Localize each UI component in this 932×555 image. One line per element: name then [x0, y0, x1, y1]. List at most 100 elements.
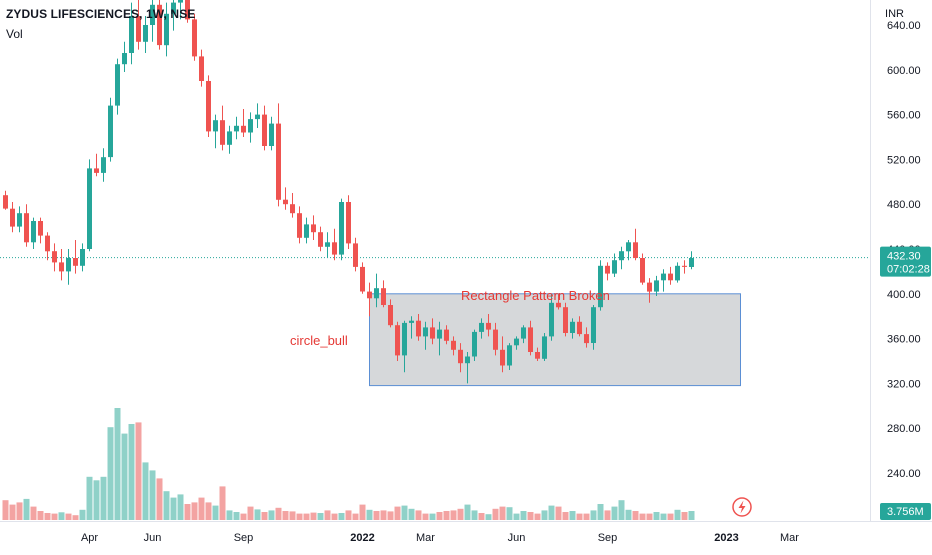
candle-body[interactable] — [647, 282, 652, 292]
candle-body[interactable] — [556, 302, 561, 308]
volume-value-badge[interactable] — [880, 503, 931, 520]
candle-body[interactable] — [633, 242, 638, 258]
candle-body[interactable] — [87, 168, 92, 249]
candle-body[interactable] — [255, 114, 260, 120]
candle-body[interactable] — [283, 199, 288, 205]
candle-body[interactable] — [500, 349, 505, 366]
rectangle-pattern-box[interactable] — [369, 293, 741, 387]
candle-body[interactable] — [80, 249, 85, 266]
candle-body[interactable] — [605, 265, 610, 274]
symbol-title[interactable]: ZYDUS LIFESCIENCES, 1W, NSE — [6, 7, 196, 21]
candle-body[interactable] — [409, 320, 414, 323]
candle-body[interactable] — [227, 131, 232, 145]
candle-body[interactable] — [472, 331, 477, 357]
candle-body[interactable] — [143, 25, 148, 42]
candle-body[interactable] — [10, 208, 15, 227]
candle-body[interactable] — [66, 258, 71, 272]
candle-body[interactable] — [465, 356, 470, 364]
candle-body[interactable] — [619, 251, 624, 261]
candle-body[interactable] — [199, 56, 204, 81]
candle-body[interactable] — [290, 204, 295, 214]
candle-body[interactable] — [549, 302, 554, 337]
candle-body[interactable] — [612, 260, 617, 274]
candle-body[interactable] — [367, 291, 372, 299]
candle-body[interactable] — [31, 221, 36, 243]
candle-body[interactable] — [24, 213, 29, 243]
candle-body[interactable] — [598, 265, 603, 308]
candle-body[interactable] — [3, 195, 8, 209]
candle-body[interactable] — [521, 327, 526, 339]
candle-body[interactable] — [584, 334, 589, 344]
candle-body[interactable] — [675, 265, 680, 281]
candle-body[interactable] — [353, 243, 358, 267]
candle-body[interactable] — [486, 322, 491, 330]
candle-body[interactable] — [640, 258, 645, 283]
candle-body[interactable] — [570, 321, 575, 333]
candle-body[interactable] — [458, 349, 463, 364]
candle-body[interactable] — [388, 305, 393, 326]
candle-body[interactable] — [213, 120, 218, 132]
candle-body[interactable] — [374, 288, 379, 299]
candle-body[interactable] — [17, 213, 22, 227]
candle-body[interactable] — [507, 345, 512, 366]
candle-body[interactable] — [682, 265, 687, 267]
volume-indicator-label[interactable]: Vol — [6, 27, 23, 41]
candle-body[interactable] — [381, 288, 386, 305]
candle-body[interactable] — [38, 221, 43, 236]
candle-body[interactable] — [108, 105, 113, 158]
candle-body[interactable] — [157, 4, 162, 46]
candle-body[interactable] — [626, 242, 631, 252]
candle-body[interactable] — [59, 262, 64, 272]
candle-body[interactable] — [430, 327, 435, 339]
candle-body[interactable] — [73, 258, 78, 266]
candle-body[interactable] — [535, 352, 540, 359]
candle-body[interactable] — [52, 251, 57, 263]
candle-body[interactable] — [164, 13, 169, 46]
candle-body[interactable] — [402, 322, 407, 356]
candle-body[interactable] — [479, 322, 484, 332]
candle-body[interactable] — [150, 4, 155, 26]
candle-body[interactable] — [171, 2, 176, 14]
candle-body[interactable] — [45, 235, 50, 252]
candle-body[interactable] — [444, 329, 449, 341]
candle-body[interactable] — [192, 19, 197, 57]
candle-body[interactable] — [220, 120, 225, 145]
candle-body[interactable] — [423, 327, 428, 337]
candle-body[interactable] — [101, 157, 106, 173]
candle-body[interactable] — [346, 202, 351, 244]
candle-body[interactable] — [129, 16, 134, 53]
candle-body[interactable] — [437, 329, 442, 339]
candle-body[interactable] — [493, 329, 498, 350]
candle-body[interactable] — [269, 123, 274, 146]
candle-body[interactable] — [115, 64, 120, 106]
candle-body[interactable] — [332, 242, 337, 255]
candle-body[interactable] — [451, 340, 456, 350]
candle-body[interactable] — [94, 168, 99, 173]
candle-body[interactable] — [276, 123, 281, 200]
candle-body[interactable] — [528, 327, 533, 352]
candle-body[interactable] — [206, 81, 211, 132]
candle-body[interactable] — [542, 336, 547, 359]
candle-body[interactable] — [241, 125, 246, 133]
candle-body[interactable] — [122, 53, 127, 65]
candle-body[interactable] — [234, 125, 239, 132]
candle-body[interactable] — [654, 280, 659, 292]
candle-body[interactable] — [297, 213, 302, 238]
candle-body[interactable] — [178, 0, 183, 3]
last-price-badge[interactable] — [880, 246, 931, 277]
candle-body[interactable] — [185, 0, 190, 20]
candle-body[interactable] — [339, 202, 344, 255]
candle-body[interactable] — [563, 307, 568, 333]
candle-body[interactable] — [262, 114, 267, 146]
candle-body[interactable] — [577, 321, 582, 335]
candle-body[interactable] — [416, 320, 421, 337]
candle-body[interactable] — [304, 224, 309, 238]
candle-body[interactable] — [248, 119, 253, 133]
candle-body[interactable] — [689, 258, 694, 267]
candle-body[interactable] — [395, 325, 400, 356]
candle-body[interactable] — [591, 307, 596, 343]
candle-body[interactable] — [661, 273, 666, 281]
candle-body[interactable] — [311, 224, 316, 233]
